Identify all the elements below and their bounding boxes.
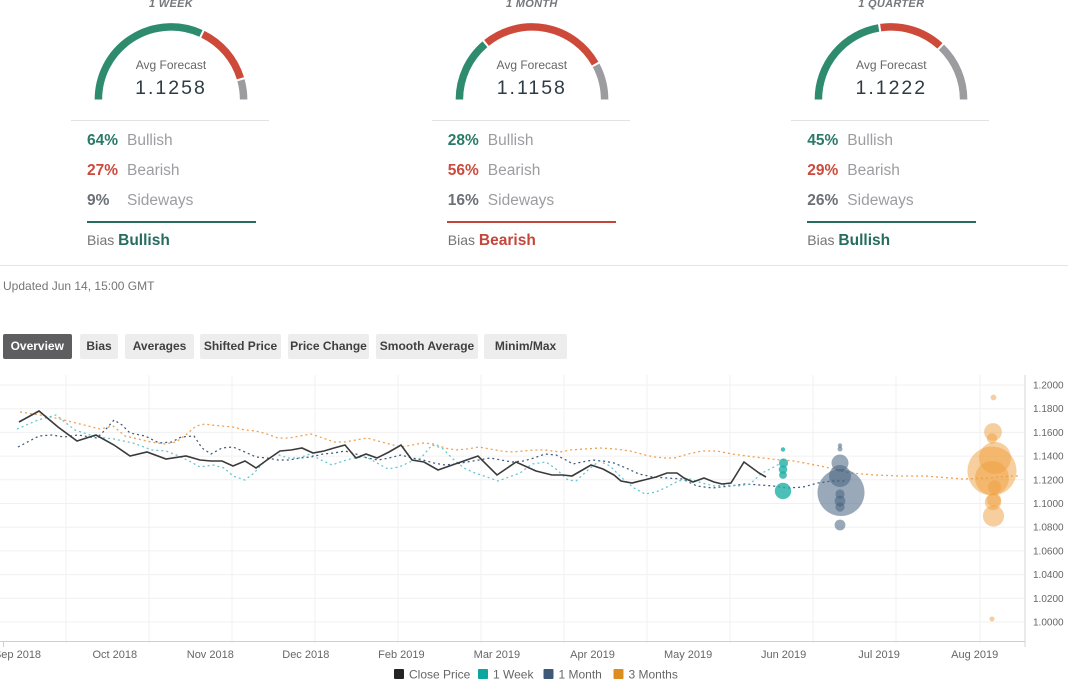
svg-text:1.2000: 1.2000 — [1033, 381, 1064, 392]
svg-text:May 2019: May 2019 — [664, 649, 712, 661]
svg-text:Apr 2019: Apr 2019 — [570, 649, 615, 661]
svg-text:1.1800: 1.1800 — [1033, 404, 1064, 415]
svg-text:1.1000: 1.1000 — [1033, 499, 1064, 510]
svg-text:Aug 2019: Aug 2019 — [951, 649, 998, 661]
svg-text:Dec 2018: Dec 2018 — [282, 649, 329, 661]
svg-text:1.0600: 1.0600 — [1033, 546, 1064, 557]
svg-text:Feb 2019: Feb 2019 — [378, 649, 424, 661]
svg-text:1.0000: 1.0000 — [1033, 618, 1064, 629]
svg-text:3 Months: 3 Months — [629, 668, 678, 681]
svg-text:1.1400: 1.1400 — [1033, 452, 1064, 463]
svg-text:Close Price: Close Price — [409, 668, 471, 681]
svg-text:Mar 2019: Mar 2019 — [474, 649, 520, 661]
svg-text:Oct 2018: Oct 2018 — [92, 649, 137, 661]
svg-text:Sep 2018: Sep 2018 — [0, 649, 41, 661]
svg-text:1.0200: 1.0200 — [1033, 594, 1064, 605]
svg-text:1.1200: 1.1200 — [1033, 475, 1064, 486]
svg-text:1 Month: 1 Month — [559, 668, 602, 681]
svg-text:1.0400: 1.0400 — [1033, 570, 1064, 581]
svg-text:Jul 2019: Jul 2019 — [858, 649, 900, 661]
svg-text:1.1600: 1.1600 — [1033, 428, 1064, 439]
svg-text:1 Week: 1 Week — [493, 668, 534, 681]
svg-text:1.0800: 1.0800 — [1033, 523, 1064, 534]
svg-text:Jun 2019: Jun 2019 — [761, 649, 806, 661]
svg-text:Nov 2018: Nov 2018 — [187, 649, 234, 661]
